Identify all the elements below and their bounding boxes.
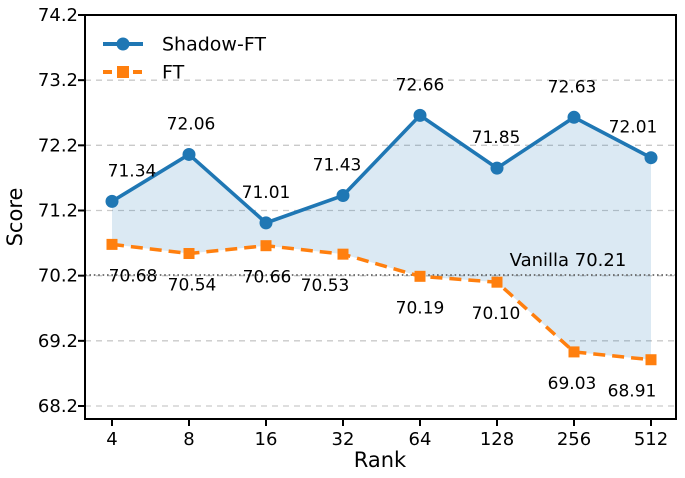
ft-markers bbox=[106, 238, 657, 366]
shadow-ft-markers bbox=[105, 108, 658, 230]
ft-data-point bbox=[568, 346, 580, 358]
data-point-label: 70.66 bbox=[243, 268, 292, 288]
shadow-ft-data-point bbox=[105, 194, 119, 208]
x-axis-title: Rank bbox=[354, 448, 407, 472]
axes-spines bbox=[84, 14, 677, 420]
axis-ticks: 4 8 16 32 64 128 256 512 74.2 73.2 72.2 71.2 70.2 69.… bbox=[38, 5, 668, 450]
legend-item-shadow-ft: Shadow-FT bbox=[103, 34, 266, 56]
ft-data-point bbox=[106, 238, 118, 250]
legend-item-ft: FT bbox=[103, 62, 185, 84]
shadow-ft-data-point bbox=[490, 161, 504, 175]
data-point-label: 72.63 bbox=[548, 77, 597, 97]
data-point-label: 71.01 bbox=[242, 183, 291, 203]
data-labels: 71.34 72.06 71.01 71.43 72.66 71.85 72.63 72.01… bbox=[108, 75, 658, 401]
fill-between-region bbox=[112, 115, 651, 360]
shadow-ft-data-point bbox=[413, 108, 427, 122]
ft-data-point bbox=[414, 270, 426, 282]
shadow-ft-data-point bbox=[259, 216, 273, 230]
data-point-label: 71.85 bbox=[472, 128, 521, 148]
legend-circle-marker-icon bbox=[116, 37, 130, 51]
shadow-ft-data-point bbox=[336, 189, 350, 203]
shadow-ft-data-point bbox=[182, 147, 196, 161]
data-point-label: 68.91 bbox=[608, 382, 657, 402]
x-tick-label: 512 bbox=[634, 429, 668, 450]
x-tick-label: 8 bbox=[183, 429, 194, 450]
data-point-label: 70.54 bbox=[168, 276, 217, 296]
y-axis-title: Score bbox=[3, 188, 27, 247]
ft-data-point bbox=[645, 354, 657, 366]
ft-data-point bbox=[260, 240, 272, 252]
data-point-label: 71.34 bbox=[108, 161, 157, 181]
y-tick-label: 73.2 bbox=[38, 70, 78, 91]
data-point-label: 70.19 bbox=[396, 298, 445, 318]
ft-data-point bbox=[491, 276, 503, 288]
legend: Shadow-FT FT bbox=[103, 34, 266, 84]
y-tick-label: 72.2 bbox=[38, 135, 78, 156]
data-point-label: 70.53 bbox=[301, 276, 350, 296]
data-point-label: 71.43 bbox=[313, 156, 362, 176]
data-point-label: 70.68 bbox=[109, 266, 158, 286]
shadow-ft-data-point bbox=[567, 110, 581, 124]
plot-area: 71.34 72.06 71.01 71.43 72.66 71.85 72.63 72.01… bbox=[38, 5, 677, 450]
y-tick-label: 68.2 bbox=[38, 396, 78, 417]
ft-data-point bbox=[337, 248, 349, 260]
y-tick-label: 70.2 bbox=[38, 266, 78, 287]
ft-data-point bbox=[183, 248, 195, 260]
shadow-ft-data-point bbox=[644, 151, 658, 165]
x-tick-label: 128 bbox=[480, 429, 514, 450]
legend-square-marker-icon bbox=[117, 66, 129, 78]
data-point-label: 72.66 bbox=[396, 75, 445, 95]
y-tick-label: 69.2 bbox=[38, 331, 78, 352]
data-point-label: 72.01 bbox=[609, 118, 658, 138]
shadow-ft-line bbox=[111, 113, 652, 225]
x-tick-label: 4 bbox=[106, 429, 117, 450]
data-point-label: 69.03 bbox=[548, 374, 597, 394]
data-point-label: 70.10 bbox=[472, 304, 521, 324]
legend-label-shadow-ft: Shadow-FT bbox=[162, 34, 266, 56]
ft-line bbox=[111, 242, 652, 362]
x-tick-label: 64 bbox=[409, 429, 432, 450]
x-tick-label: 16 bbox=[255, 429, 278, 450]
data-point-label: 72.06 bbox=[167, 114, 216, 134]
x-tick-label: 32 bbox=[332, 429, 355, 450]
y-tick-label: 71.2 bbox=[38, 201, 78, 222]
x-tick-label: 256 bbox=[557, 429, 591, 450]
legend-label-ft: FT bbox=[162, 62, 185, 84]
y-tick-label: 74.2 bbox=[38, 5, 78, 26]
baseline-annotation: Vanilla 70.21 bbox=[510, 250, 627, 271]
